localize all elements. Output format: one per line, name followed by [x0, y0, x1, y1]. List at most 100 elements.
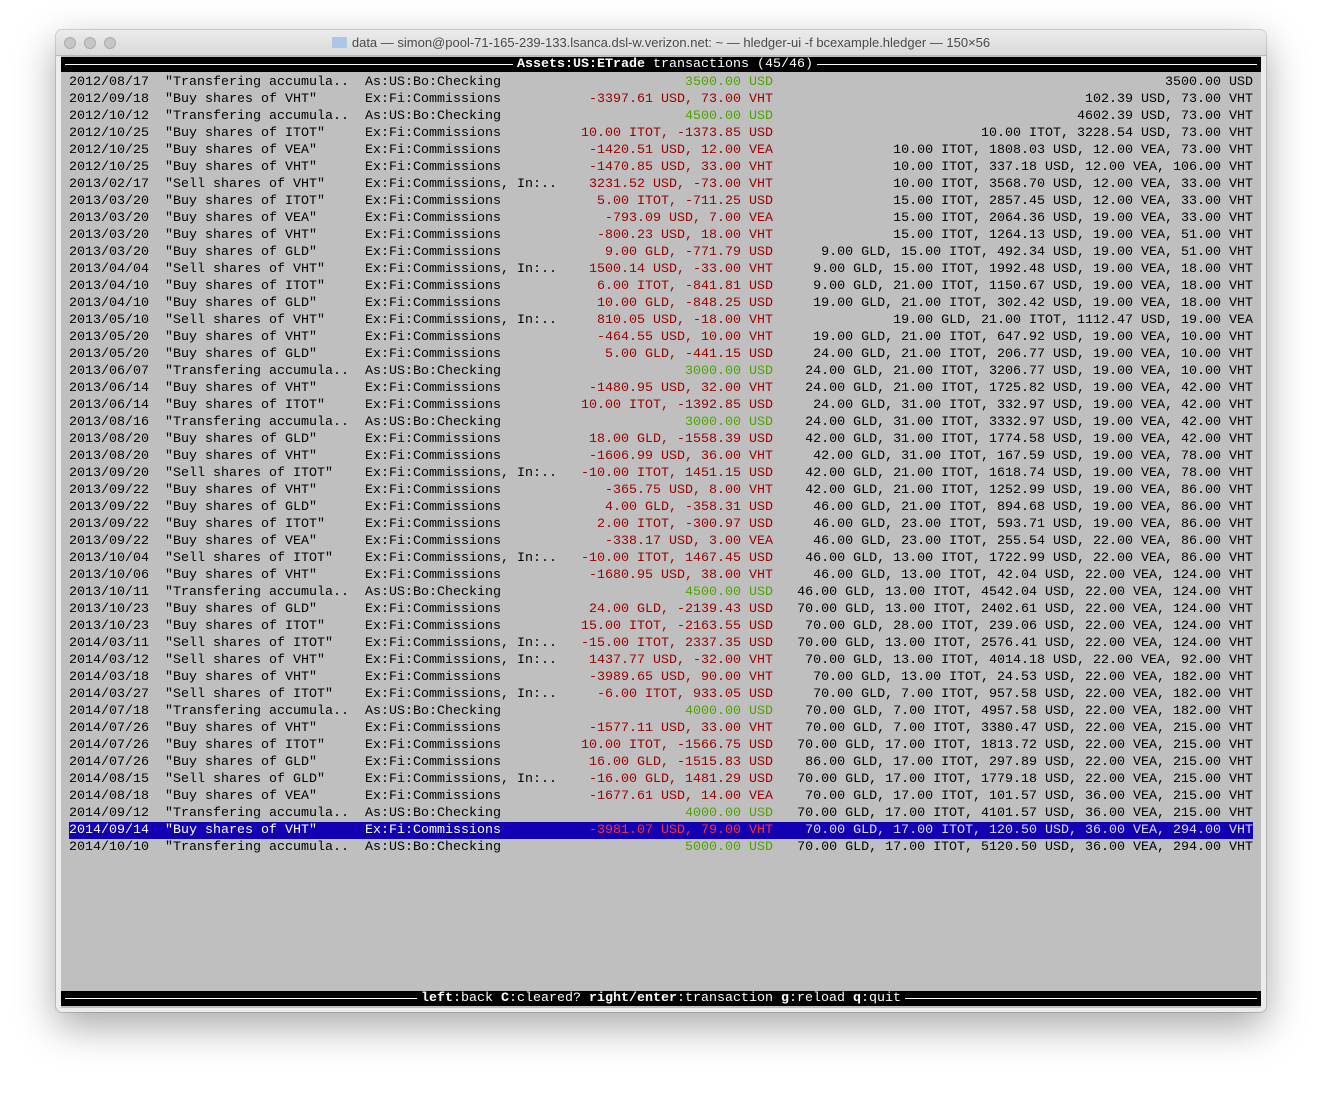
- transaction-row[interactable]: 2013/09/22 "Buy shares of GLD" Ex:Fi:Commi…: [61, 499, 1261, 516]
- row-account: Ex:Fi:Commissions, In:..: [365, 313, 557, 328]
- row-balance: 15.00 ITOT, 1264.13 USD, 19.00 VEA, 51.0…: [893, 228, 1253, 243]
- row-date: 2013/02/17: [69, 177, 149, 192]
- transaction-row[interactable]: 2014/07/18 "Transfering accumula.. As:US:B…: [61, 703, 1261, 720]
- transaction-row[interactable]: 2014/08/15 "Sell shares of GLD" Ex:Fi:Comm…: [61, 771, 1261, 788]
- transaction-row[interactable]: 2013/05/10 "Sell shares of VHT" Ex:Fi:Comm…: [61, 312, 1261, 329]
- row-account: Ex:Fi:Commissions, In:..: [365, 177, 557, 192]
- row-amount: -1420.51 USD, 12.00 VEA: [589, 143, 773, 158]
- row-amount: -464.55 USD, 10.00 VHT: [597, 330, 773, 345]
- transaction-row[interactable]: 2013/10/23 "Buy shares of ITOT" Ex:Fi:Comm…: [61, 618, 1261, 635]
- transaction-row[interactable]: 2014/07/26 "Buy shares of ITOT" Ex:Fi:Comm…: [61, 737, 1261, 754]
- transaction-row[interactable]: 2014/03/12 "Sell shares of VHT" Ex:Fi:Comm…: [61, 652, 1261, 669]
- header-rule-right: [817, 64, 1257, 65]
- transaction-row[interactable]: 2013/09/20 "Sell shares of ITOT" Ex:Fi:Com…: [61, 465, 1261, 482]
- row-date: 2012/10/25: [69, 143, 149, 158]
- row-date: 2014/03/18: [69, 670, 149, 685]
- row-description: "Buy shares of GLD": [165, 296, 317, 311]
- transaction-row[interactable]: 2013/06/14 "Buy shares of VHT" Ex:Fi:Commi…: [61, 380, 1261, 397]
- key-q: q: [852, 991, 861, 1006]
- row-date: 2013/06/14: [69, 381, 149, 396]
- transaction-row[interactable]: 2013/06/07 "Transfering accumula.. As:US:B…: [61, 363, 1261, 380]
- row-account: Ex:Fi:Commissions, In:..: [365, 551, 557, 566]
- transaction-row[interactable]: 2013/03/20 "Buy shares of ITOT" Ex:Fi:Comm…: [61, 193, 1261, 210]
- transaction-row[interactable]: 2013/08/16 "Transfering accumula.. As:US:B…: [61, 414, 1261, 431]
- row-account: Ex:Fi:Commissions: [365, 755, 501, 770]
- transaction-row[interactable]: 2013/05/20 "Buy shares of VHT" Ex:Fi:Commi…: [61, 329, 1261, 346]
- transaction-row[interactable]: 2012/08/17 "Transfering accumula.. As:US:B…: [61, 74, 1261, 91]
- row-description: "Buy shares of VHT": [165, 330, 317, 345]
- transaction-row[interactable]: 2013/03/20 "Buy shares of VHT" Ex:Fi:Commi…: [61, 227, 1261, 244]
- row-account: Ex:Fi:Commissions: [365, 432, 501, 447]
- row-amount: 16.00 GLD, -1515.83 USD: [589, 755, 773, 770]
- transaction-row[interactable]: 2012/10/25 "Buy shares of VEA" Ex:Fi:Commi…: [61, 142, 1261, 159]
- transaction-row[interactable]: 2013/08/20 "Buy shares of GLD" Ex:Fi:Commi…: [61, 431, 1261, 448]
- row-balance: 70.00 GLD, 13.00 ITOT, 4014.18 USD, 22.0…: [805, 653, 1253, 668]
- row-amount: 4000.00 USD: [685, 704, 773, 719]
- transaction-row[interactable]: 2014/10/10 "Transfering accumula.. As:US:B…: [61, 839, 1261, 856]
- transaction-row[interactable]: 2014/03/11 "Sell shares of ITOT" Ex:Fi:Com…: [61, 635, 1261, 652]
- transaction-row[interactable]: 2013/10/04 "Sell shares of ITOT" Ex:Fi:Com…: [61, 550, 1261, 567]
- transaction-row[interactable]: 2012/10/12 "Transfering accumula.. As:US:B…: [61, 108, 1261, 125]
- transaction-row[interactable]: 2013/09/22 "Buy shares of ITOT" Ex:Fi:Comm…: [61, 516, 1261, 533]
- transaction-row[interactable]: 2013/09/22 "Buy shares of VEA" Ex:Fi:Commi…: [61, 533, 1261, 550]
- transaction-row[interactable]: 2013/04/10 "Buy shares of ITOT" Ex:Fi:Comm…: [61, 278, 1261, 295]
- row-balance: 24.00 GLD, 31.00 ITOT, 332.97 USD, 19.00…: [813, 398, 1253, 413]
- key-action: transaction: [685, 991, 773, 1006]
- row-description: "Buy shares of VHT": [165, 670, 317, 685]
- row-account: Ex:Fi:Commissions: [365, 602, 501, 617]
- transaction-row[interactable]: 2013/04/04 "Sell shares of VHT" Ex:Fi:Comm…: [61, 261, 1261, 278]
- row-balance: 19.00 GLD, 21.00 ITOT, 302.42 USD, 19.00…: [813, 296, 1253, 311]
- row-description: "Transfering accumula..: [165, 840, 349, 855]
- transaction-row[interactable]: 2014/07/26 "Buy shares of VHT" Ex:Fi:Commi…: [61, 720, 1261, 737]
- transaction-row[interactable]: 2012/10/25 "Buy shares of ITOT" Ex:Fi:Comm…: [61, 125, 1261, 142]
- row-description: "Sell shares of ITOT": [165, 466, 333, 481]
- row-date: 2013/08/20: [69, 432, 149, 447]
- transaction-row[interactable]: 2014/07/26 "Buy shares of GLD" Ex:Fi:Commi…: [61, 754, 1261, 771]
- row-description: "Buy shares of ITOT": [165, 738, 325, 753]
- transaction-row[interactable]: 2013/02/17 "Sell shares of VHT" Ex:Fi:Comm…: [61, 176, 1261, 193]
- zoom-button[interactable]: [104, 37, 116, 49]
- terminal-screen[interactable]: Assets:US:ETrade transactions (45/46) 20…: [61, 56, 1261, 1008]
- transaction-row[interactable]: 2013/06/14 "Buy shares of ITOT" Ex:Fi:Comm…: [61, 397, 1261, 414]
- transaction-row[interactable]: 2013/04/10 "Buy shares of GLD" Ex:Fi:Commi…: [61, 295, 1261, 312]
- transaction-row[interactable]: 2012/09/18 "Buy shares of VHT" Ex:Fi:Commi…: [61, 91, 1261, 108]
- transaction-row[interactable]: 2012/10/25 "Buy shares of VHT" Ex:Fi:Commi…: [61, 159, 1261, 176]
- row-balance: 70.00 GLD, 17.00 ITOT, 120.50 USD, 36.00…: [805, 823, 1253, 838]
- row-balance: 10.00 ITOT, 3568.70 USD, 12.00 VEA, 33.0…: [893, 177, 1253, 192]
- transaction-row[interactable]: 2013/08/20 "Buy shares of VHT" Ex:Fi:Commi…: [61, 448, 1261, 465]
- transaction-row[interactable]: 2014/03/18 "Buy shares of VHT" Ex:Fi:Commi…: [61, 669, 1261, 686]
- transaction-row[interactable]: 2013/10/11 "Transfering accumula.. As:US:B…: [61, 584, 1261, 601]
- transaction-row[interactable]: 2014/08/18 "Buy shares of VEA" Ex:Fi:Commi…: [61, 788, 1261, 805]
- row-account: Ex:Fi:Commissions: [365, 211, 501, 226]
- row-description: "Sell shares of GLD": [165, 772, 325, 787]
- transaction-row[interactable]: 2013/03/20 "Buy shares of VEA" Ex:Fi:Commi…: [61, 210, 1261, 227]
- row-date: 2014/03/27: [69, 687, 149, 702]
- close-button[interactable]: [64, 37, 76, 49]
- transaction-row[interactable]: 2013/09/22 "Buy shares of VHT" Ex:Fi:Commi…: [61, 482, 1261, 499]
- row-account: Ex:Fi:Commissions, In:..: [365, 636, 557, 651]
- transaction-row[interactable]: 2014/09/12 "Transfering accumula.. As:US:B…: [61, 805, 1261, 822]
- transaction-row[interactable]: 2013/10/06 "Buy shares of VHT" Ex:Fi:Commi…: [61, 567, 1261, 584]
- transaction-row[interactable]: 2014/03/27 "Sell shares of ITOT" Ex:Fi:Com…: [61, 686, 1261, 703]
- row-amount: -800.23 USD, 18.00 VHT: [597, 228, 773, 243]
- row-balance: 70.00 GLD, 17.00 ITOT, 1779.18 USD, 22.0…: [797, 772, 1253, 787]
- row-account: Ex:Fi:Commissions: [365, 92, 501, 107]
- minimize-button[interactable]: [84, 37, 96, 49]
- row-date: 2012/09/18: [69, 92, 149, 107]
- row-description: "Buy shares of GLD": [165, 347, 317, 362]
- transaction-row-selected[interactable]: 2014/09/14 "Buy shares of VHT" Ex:Fi:Commi…: [69, 822, 1253, 839]
- row-description: "Transfering accumula..: [165, 585, 349, 600]
- row-description: "Buy shares of GLD": [165, 602, 317, 617]
- row-description: "Buy shares of GLD": [165, 755, 317, 770]
- row-amount: -365.75 USD, 8.00 VHT: [605, 483, 773, 498]
- transaction-row[interactable]: 2013/10/23 "Buy shares of GLD" Ex:Fi:Commi…: [61, 601, 1261, 618]
- transaction-row[interactable]: 2013/03/20 "Buy shares of GLD" Ex:Fi:Commi…: [61, 244, 1261, 261]
- row-balance: 24.00 GLD, 21.00 ITOT, 1725.82 USD, 19.0…: [805, 381, 1253, 396]
- row-balance: 10.00 ITOT, 1808.03 USD, 12.00 VEA, 73.0…: [893, 143, 1253, 158]
- row-date: 2013/04/10: [69, 296, 149, 311]
- row-date: 2014/09/14: [69, 823, 149, 838]
- row-amount: 24.00 GLD, -2139.43 USD: [589, 602, 773, 617]
- row-amount: -1606.99 USD, 36.00 VHT: [589, 449, 773, 464]
- transaction-row[interactable]: 2013/05/20 "Buy shares of GLD" Ex:Fi:Commi…: [61, 346, 1261, 363]
- row-balance: 46.00 GLD, 23.00 ITOT, 593.71 USD, 19.00…: [813, 517, 1253, 532]
